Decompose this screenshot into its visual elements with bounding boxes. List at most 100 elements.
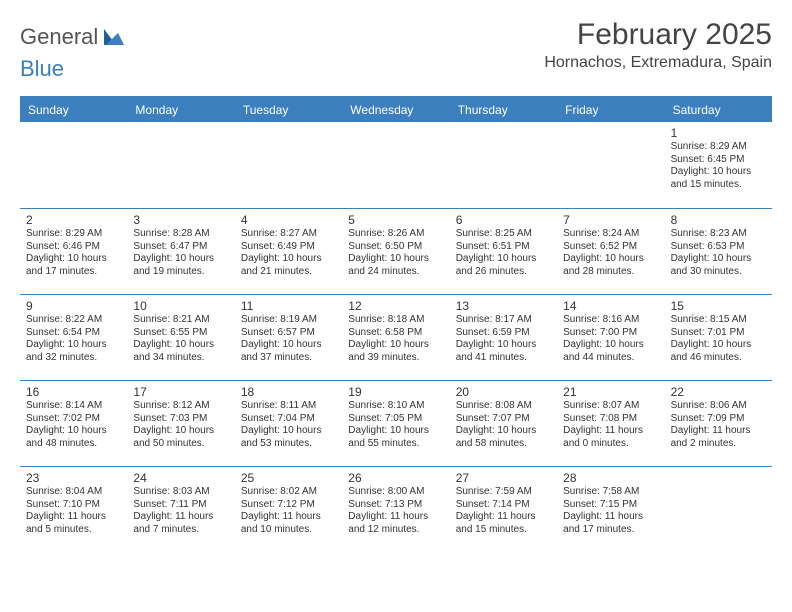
calendar-cell: 19Sunrise: 8:10 AMSunset: 7:05 PMDayligh… [342,380,449,466]
daylight-text: Daylight: 10 hours and 37 minutes. [241,339,336,364]
calendar-cell: 3Sunrise: 8:28 AMSunset: 6:47 PMDaylight… [127,208,234,294]
sunrise-text: Sunrise: 8:02 AM [241,486,336,499]
day-number: 7 [563,213,658,227]
calendar-cell [450,122,557,208]
calendar-cell: 26Sunrise: 8:00 AMSunset: 7:13 PMDayligh… [342,466,449,552]
day-number: 19 [348,385,443,399]
day-number: 3 [133,213,228,227]
weekday-header: Monday [127,98,234,122]
daylight-text: Daylight: 10 hours and 19 minutes. [133,253,228,278]
day-number: 1 [671,126,766,140]
sunset-text: Sunset: 7:11 PM [133,499,228,512]
day-info: Sunrise: 8:12 AMSunset: 7:03 PMDaylight:… [133,400,228,450]
sunset-text: Sunset: 6:53 PM [671,241,766,254]
sunset-text: Sunset: 7:04 PM [241,413,336,426]
day-info: Sunrise: 8:06 AMSunset: 7:09 PMDaylight:… [671,400,766,450]
sunrise-text: Sunrise: 8:17 AM [456,314,551,327]
location-label: Hornachos, Extremadura, Spain [544,54,772,72]
sunset-text: Sunset: 7:07 PM [456,413,551,426]
daylight-text: Daylight: 10 hours and 39 minutes. [348,339,443,364]
calendar-cell: 11Sunrise: 8:19 AMSunset: 6:57 PMDayligh… [235,294,342,380]
sail-icon [102,27,126,47]
daylight-text: Daylight: 10 hours and 21 minutes. [241,253,336,278]
day-number: 20 [456,385,551,399]
day-info: Sunrise: 8:27 AMSunset: 6:49 PMDaylight:… [241,228,336,278]
weekday-header: Sunday [20,98,127,122]
day-info: Sunrise: 8:02 AMSunset: 7:12 PMDaylight:… [241,486,336,536]
calendar-cell: 6Sunrise: 8:25 AMSunset: 6:51 PMDaylight… [450,208,557,294]
day-number: 27 [456,471,551,485]
day-number: 25 [241,471,336,485]
weekday-header: Thursday [450,98,557,122]
calendar-cell: 17Sunrise: 8:12 AMSunset: 7:03 PMDayligh… [127,380,234,466]
title-block: February 2025 Hornachos, Extremadura, Sp… [544,18,772,76]
sunrise-text: Sunrise: 8:22 AM [26,314,121,327]
sunrise-text: Sunrise: 8:25 AM [456,228,551,241]
calendar-cell: 5Sunrise: 8:26 AMSunset: 6:50 PMDaylight… [342,208,449,294]
sunrise-text: Sunrise: 8:12 AM [133,400,228,413]
day-info: Sunrise: 8:23 AMSunset: 6:53 PMDaylight:… [671,228,766,278]
calendar-cell [235,122,342,208]
sunrise-text: Sunrise: 8:10 AM [348,400,443,413]
day-info: Sunrise: 7:59 AMSunset: 7:14 PMDaylight:… [456,486,551,536]
sunset-text: Sunset: 7:10 PM [26,499,121,512]
calendar-cell: 9Sunrise: 8:22 AMSunset: 6:54 PMDaylight… [20,294,127,380]
sunset-text: Sunset: 6:57 PM [241,327,336,340]
day-info: Sunrise: 8:04 AMSunset: 7:10 PMDaylight:… [26,486,121,536]
brand-word-1: General [20,24,98,50]
day-info: Sunrise: 8:25 AMSunset: 6:51 PMDaylight:… [456,228,551,278]
day-number: 23 [26,471,121,485]
calendar-cell: 24Sunrise: 8:03 AMSunset: 7:11 PMDayligh… [127,466,234,552]
sunrise-text: Sunrise: 8:07 AM [563,400,658,413]
day-number: 4 [241,213,336,227]
calendar-cell: 20Sunrise: 8:08 AMSunset: 7:07 PMDayligh… [450,380,557,466]
calendar-cell: 8Sunrise: 8:23 AMSunset: 6:53 PMDaylight… [665,208,772,294]
sunset-text: Sunset: 7:15 PM [563,499,658,512]
sunrise-text: Sunrise: 8:08 AM [456,400,551,413]
day-number: 18 [241,385,336,399]
calendar-page: General February 2025 Hornachos, Extrema… [0,0,792,552]
calendar-cell: 22Sunrise: 8:06 AMSunset: 7:09 PMDayligh… [665,380,772,466]
sunset-text: Sunset: 7:00 PM [563,327,658,340]
daylight-text: Daylight: 10 hours and 48 minutes. [26,425,121,450]
daylight-text: Daylight: 11 hours and 0 minutes. [563,425,658,450]
sunrise-text: Sunrise: 8:26 AM [348,228,443,241]
daylight-text: Daylight: 11 hours and 17 minutes. [563,511,658,536]
daylight-text: Daylight: 11 hours and 5 minutes. [26,511,121,536]
daylight-text: Daylight: 11 hours and 12 minutes. [348,511,443,536]
calendar-cell: 14Sunrise: 8:16 AMSunset: 7:00 PMDayligh… [557,294,664,380]
calendar-cell: 1Sunrise: 8:29 AMSunset: 6:45 PMDaylight… [665,122,772,208]
calendar-cell: 18Sunrise: 8:11 AMSunset: 7:04 PMDayligh… [235,380,342,466]
sunset-text: Sunset: 7:08 PM [563,413,658,426]
daylight-text: Daylight: 10 hours and 34 minutes. [133,339,228,364]
sunrise-text: Sunrise: 8:18 AM [348,314,443,327]
day-info: Sunrise: 8:26 AMSunset: 6:50 PMDaylight:… [348,228,443,278]
sunset-text: Sunset: 6:55 PM [133,327,228,340]
calendar-cell: 10Sunrise: 8:21 AMSunset: 6:55 PMDayligh… [127,294,234,380]
sunset-text: Sunset: 6:58 PM [348,327,443,340]
day-number: 28 [563,471,658,485]
daylight-text: Daylight: 10 hours and 46 minutes. [671,339,766,364]
weekday-header-row: Sunday Monday Tuesday Wednesday Thursday… [20,98,772,122]
sunset-text: Sunset: 6:45 PM [671,154,766,167]
sunset-text: Sunset: 7:02 PM [26,413,121,426]
daylight-text: Daylight: 10 hours and 32 minutes. [26,339,121,364]
sunrise-text: Sunrise: 8:27 AM [241,228,336,241]
day-info: Sunrise: 8:19 AMSunset: 6:57 PMDaylight:… [241,314,336,364]
sunset-text: Sunset: 7:14 PM [456,499,551,512]
calendar-cell: 21Sunrise: 8:07 AMSunset: 7:08 PMDayligh… [557,380,664,466]
daylight-text: Daylight: 10 hours and 26 minutes. [456,253,551,278]
daylight-text: Daylight: 10 hours and 28 minutes. [563,253,658,278]
calendar-cell [557,122,664,208]
day-number: 15 [671,299,766,313]
calendar-cell: 2Sunrise: 8:29 AMSunset: 6:46 PMDaylight… [20,208,127,294]
day-number: 16 [26,385,121,399]
sunrise-text: Sunrise: 8:29 AM [26,228,121,241]
day-number: 24 [133,471,228,485]
daylight-text: Daylight: 10 hours and 50 minutes. [133,425,228,450]
sunset-text: Sunset: 6:59 PM [456,327,551,340]
day-info: Sunrise: 8:22 AMSunset: 6:54 PMDaylight:… [26,314,121,364]
day-info: Sunrise: 8:00 AMSunset: 7:13 PMDaylight:… [348,486,443,536]
day-info: Sunrise: 8:21 AMSunset: 6:55 PMDaylight:… [133,314,228,364]
sunrise-text: Sunrise: 8:29 AM [671,141,766,154]
